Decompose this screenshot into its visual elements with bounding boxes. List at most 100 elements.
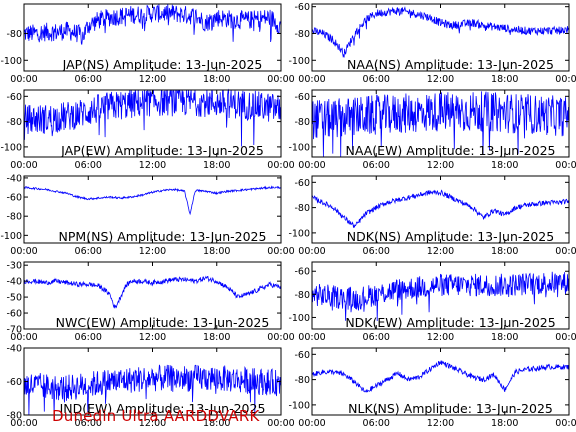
y-tick-label: -60 xyxy=(294,92,310,103)
chart-panel-8: -60-80-10000:0006:0012:0018:0000:00NDK(E… xyxy=(288,261,576,343)
x-tick-label: 06:00 xyxy=(75,418,102,429)
y-tick-label: -60 xyxy=(6,377,22,388)
y-tick-label: -80 xyxy=(294,117,310,128)
x-tick-label: 12:00 xyxy=(139,418,166,429)
x-tick-label: 12:00 xyxy=(427,74,454,85)
chart-title: NLK(NS) Amplitude: 13-Jun-2025 xyxy=(348,401,553,416)
x-tick-label: 06:00 xyxy=(75,74,102,85)
y-tick-label: -100 xyxy=(0,142,22,153)
series-line-1 xyxy=(311,360,570,393)
y-tick-label: -40 xyxy=(6,277,22,288)
y-tick-label: -80 xyxy=(6,212,22,223)
y-tick-label: -60 xyxy=(294,178,310,189)
x-tick-label: 06:00 xyxy=(363,160,390,171)
y-tick-label: -100 xyxy=(288,142,310,153)
y-tick-label: -80 xyxy=(294,29,310,40)
x-tick-label: 00:00 xyxy=(298,160,325,171)
chart-title: NAA(EW) Amplitude: 13-Jun-2025 xyxy=(346,143,556,158)
y-tick-label: -80 xyxy=(294,375,310,386)
x-tick-label: 00:00 xyxy=(555,246,576,257)
y-tick-label: -100 xyxy=(0,56,22,67)
chart-title: NDK(EW) Amplitude: 13-Jun-2025 xyxy=(345,315,555,330)
x-tick-label: 12:00 xyxy=(139,246,166,257)
y-tick-label: -80 xyxy=(6,29,22,40)
x-tick-label: 00:00 xyxy=(555,418,576,429)
x-tick-label: 18:00 xyxy=(203,74,230,85)
chart-panel-2: -60-80-10000:0006:0012:0018:0000:00NAA(N… xyxy=(288,2,576,85)
x-tick-label: 00:00 xyxy=(298,332,325,343)
x-tick-label: 18:00 xyxy=(203,332,230,343)
y-tick-label: -80 xyxy=(294,203,310,214)
x-tick-label: 18:00 xyxy=(491,332,518,343)
x-tick-label: 00:00 xyxy=(267,246,294,257)
x-tick-label: 00:00 xyxy=(298,246,325,257)
chart-title: IND(EW) Amplitude: 13-Jun-2025 xyxy=(60,401,266,416)
chart-title: NDK(NS) Amplitude: 13-Jun-2025 xyxy=(347,229,554,244)
chart-panel-6: -60-80-10000:0006:0012:0018:0000:00NDK(N… xyxy=(288,175,576,257)
x-tick-label: 00:00 xyxy=(10,246,37,257)
x-tick-label: 06:00 xyxy=(363,332,390,343)
series-line-1 xyxy=(311,189,570,229)
series-line-1 xyxy=(311,271,570,322)
x-tick-label: 00:00 xyxy=(267,418,294,429)
x-tick-label: 18:00 xyxy=(203,160,230,171)
chart-panel-10: -60-80-10000:0006:0012:0018:0000:00NLK(N… xyxy=(288,347,576,429)
y-tick-label: -80 xyxy=(6,411,22,422)
footer-label: Dunedin Ultra AARDDVARK xyxy=(52,407,260,425)
x-tick-label: 12:00 xyxy=(139,160,166,171)
x-tick-label: 06:00 xyxy=(363,74,390,85)
x-tick-label: 18:00 xyxy=(203,418,230,429)
x-tick-label: 00:00 xyxy=(10,160,37,171)
x-tick-label: 00:00 xyxy=(267,332,294,343)
y-tick-label: -60 xyxy=(6,193,22,204)
chart-panel-4: -60 -80 -100 00:00 06:00 12:00 18:00 00:00 NAA(E… xyxy=(288,89,576,171)
x-tick-label: 06:00 xyxy=(363,418,390,429)
x-tick-label: 06:00 xyxy=(75,246,102,257)
x-tick-label: 18:00 xyxy=(491,246,518,257)
x-tick-label: 18:00 xyxy=(491,418,518,429)
x-tick-label: 00:00 xyxy=(555,160,576,171)
y-tick-label: -60 xyxy=(6,92,22,103)
x-tick-label: 00:00 xyxy=(10,74,37,85)
series-line-1 xyxy=(23,185,282,216)
x-tick-label: 06:00 xyxy=(75,332,102,343)
x-tick-label: 00:00 xyxy=(555,74,576,85)
series-line-1 xyxy=(23,364,282,416)
x-tick-label: 12:00 xyxy=(427,418,454,429)
chart-title: NWC(EW) Amplitude: 13-Jun-2025 xyxy=(56,315,270,330)
y-tick-label: -40 xyxy=(6,173,22,184)
y-tick-label: -40 xyxy=(6,344,22,355)
chart-panel-1: -80 -100 00:00 06:00 12:00 18:00 00:00 JAP(NS) … xyxy=(0,3,295,85)
chart-title: NAA(NS) Amplitude: 13-Jun-2025 xyxy=(347,57,554,72)
x-tick-label: 00:00 xyxy=(298,74,325,85)
chart-title: JAP(EW) Amplitude: 13-Jun-2025 xyxy=(60,143,264,158)
series-line-1 xyxy=(311,91,570,157)
series-line-1 xyxy=(311,6,570,58)
series-line-1 xyxy=(23,275,282,309)
x-tick-label: 18:00 xyxy=(491,74,518,85)
y-tick-label: -60 xyxy=(6,309,22,320)
chart-title: NPM(NS) Amplitude: 13-Jun-2025 xyxy=(59,229,267,244)
x-tick-label: 00:00 xyxy=(267,160,294,171)
x-tick-label: 00:00 xyxy=(10,418,37,429)
y-tick-label: -100 xyxy=(288,228,310,239)
y-tick-label: -80 xyxy=(6,117,22,128)
y-tick-label: -80 xyxy=(294,290,310,301)
x-tick-label: 06:00 xyxy=(363,246,390,257)
chart-title: JAP(NS) Amplitude: 13-Jun-2025 xyxy=(62,57,263,72)
series-line-1 xyxy=(23,88,282,147)
y-tick-label: -70 xyxy=(6,325,22,336)
y-tick-label: -100 xyxy=(288,313,310,324)
x-tick-label: 00:00 xyxy=(267,74,294,85)
y-tick-label: -30 xyxy=(6,261,22,272)
y-tick-label: -60 xyxy=(294,267,310,278)
y-tick-label: -100 xyxy=(288,400,310,411)
series-line-1 xyxy=(23,3,282,45)
x-tick-label: 18:00 xyxy=(203,246,230,257)
y-tick-label: -50 xyxy=(6,293,22,304)
